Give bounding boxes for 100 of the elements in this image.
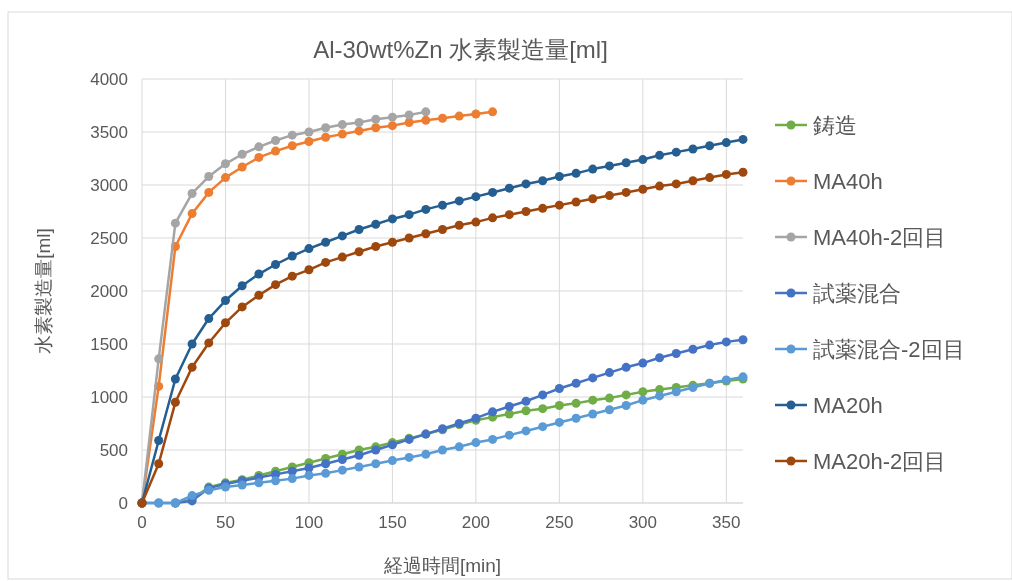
point [287, 474, 297, 484]
point [705, 141, 715, 151]
point [387, 237, 397, 247]
point [371, 459, 381, 469]
point [621, 187, 631, 197]
point [738, 335, 748, 345]
point [204, 187, 214, 197]
point [304, 470, 314, 480]
point [421, 107, 431, 117]
point [554, 417, 564, 427]
point [638, 395, 648, 405]
point [237, 480, 247, 490]
point [321, 468, 331, 478]
y-axis-title: 水素製造量[ml] [33, 228, 54, 354]
point [671, 349, 681, 359]
point [154, 459, 164, 469]
point [254, 478, 264, 488]
point [421, 115, 431, 125]
point [154, 354, 164, 364]
point [738, 134, 748, 144]
point [204, 314, 214, 324]
point [471, 109, 481, 119]
point [655, 391, 665, 401]
point [621, 400, 631, 410]
point [521, 179, 531, 189]
x-tick-label: 250 [545, 513, 574, 532]
point [705, 173, 715, 183]
point [538, 203, 548, 213]
point [604, 393, 614, 403]
point [304, 244, 314, 254]
point [371, 241, 381, 251]
point [204, 172, 214, 182]
point [738, 167, 748, 177]
point [621, 362, 631, 372]
point [438, 445, 447, 455]
point [404, 452, 414, 462]
point [287, 141, 297, 151]
point [538, 176, 548, 186]
point [354, 117, 364, 127]
point [237, 162, 247, 172]
point [254, 142, 264, 152]
x-tick-label: 350 [712, 513, 741, 532]
point [387, 214, 397, 224]
point [287, 251, 297, 261]
point [721, 138, 731, 148]
point [204, 338, 214, 348]
point [588, 395, 598, 405]
point [604, 161, 614, 171]
point [254, 269, 264, 279]
point [538, 404, 548, 414]
point [688, 144, 698, 154]
point [404, 233, 414, 243]
legend-label: 試薬混合-2回目 [813, 337, 965, 362]
x-tick-label: 100 [294, 513, 324, 532]
point [321, 257, 331, 267]
point [554, 172, 564, 182]
point [421, 204, 431, 214]
point [220, 318, 230, 328]
point [571, 168, 581, 178]
point [220, 173, 230, 183]
point [187, 209, 197, 219]
y-tick-label: 4000 [90, 70, 128, 89]
point [354, 247, 364, 257]
point [655, 181, 665, 191]
point [638, 155, 648, 165]
point [354, 225, 364, 235]
point [471, 438, 481, 448]
point [454, 111, 464, 121]
point [337, 231, 347, 241]
legend-label: 試薬混合 [813, 281, 901, 306]
point [604, 368, 614, 378]
point [271, 135, 281, 145]
point [271, 476, 281, 486]
point [638, 358, 648, 368]
point [471, 217, 481, 227]
point [655, 150, 665, 160]
point [404, 110, 414, 120]
point [254, 290, 264, 300]
point [321, 132, 331, 142]
point [488, 187, 498, 197]
point [254, 152, 264, 162]
point [521, 207, 531, 216]
point [170, 374, 180, 384]
point [237, 149, 247, 159]
point [387, 112, 397, 122]
x-tick-label: 150 [378, 513, 407, 532]
point [438, 200, 447, 210]
point [588, 194, 598, 204]
point [504, 402, 514, 412]
point [571, 378, 581, 388]
point [688, 176, 698, 186]
point [170, 397, 180, 407]
point [321, 123, 331, 133]
point [220, 296, 230, 306]
point [237, 281, 247, 291]
point [187, 362, 197, 372]
point [337, 252, 347, 262]
chart-title: Al-30wt%Zn 水素製造量[ml] [313, 36, 608, 63]
y-tick-label: 2500 [90, 229, 128, 248]
y-tick-label: 2000 [90, 282, 128, 301]
